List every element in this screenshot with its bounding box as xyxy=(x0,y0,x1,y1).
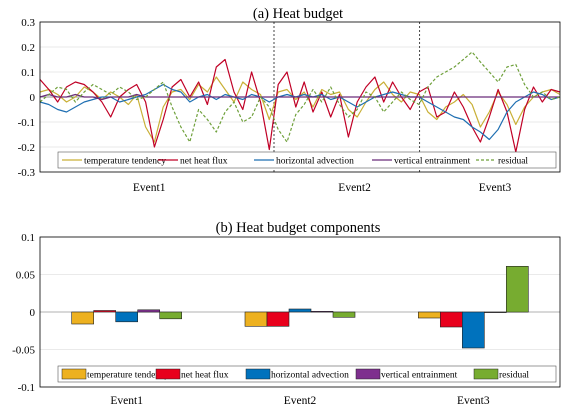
legend-label: residual xyxy=(499,371,529,381)
legend-swatch-vertical-entrainment xyxy=(355,368,381,380)
legend-label: net heat flux xyxy=(180,156,228,167)
bar-vertical-entrainment-event2 xyxy=(310,310,334,313)
category-label: Event1 xyxy=(110,395,143,407)
plot-frame xyxy=(39,21,561,173)
y-tick-label: -0.1 xyxy=(18,382,35,394)
event-labels: Event1 Event2 Event3 xyxy=(133,182,512,194)
legend-box xyxy=(57,151,557,169)
y-tick-label: 0.05 xyxy=(16,270,36,282)
chart-title: (a) Heat budget xyxy=(253,6,343,22)
bar-vertical-entrainment-event3 xyxy=(483,311,507,313)
bar-residual-event2 xyxy=(332,311,356,318)
series-line-horizontal-advection xyxy=(39,83,561,141)
event-label: Event3 xyxy=(479,182,512,194)
bar-horizontal-advection-event2 xyxy=(288,308,312,313)
y-tick-label: -0.1 xyxy=(18,117,35,129)
legend-swatch-horizontal-advection xyxy=(245,368,271,380)
legend-label: temperature tendency xyxy=(87,371,169,381)
y-tick-label: 0.3 xyxy=(21,17,35,29)
event-label: Event1 xyxy=(133,182,166,194)
y-tick-label: 0 xyxy=(30,92,36,104)
legend: temperature tendency net heat flux horizon… xyxy=(57,365,557,383)
category-labels: Event1 Event2 Event3 xyxy=(110,395,489,407)
bar-net-heat-flux-event2 xyxy=(266,311,290,327)
legend-box xyxy=(57,365,557,383)
y-tick-label: 0.2 xyxy=(21,42,35,54)
legend-swatch-residual xyxy=(473,368,499,380)
y-tick-label: 0 xyxy=(30,307,36,319)
heat-budget-components-bar-chart: (b) Heat budget components 0.1 0.05 0 -0.05… xyxy=(12,220,561,407)
plot-frame xyxy=(39,236,561,388)
bar-horizontal-advection-event1 xyxy=(115,311,138,323)
legend-label: horizontal advection xyxy=(276,157,354,167)
legend-swatch-net-heat-flux xyxy=(155,368,181,380)
legend: temperature tendency net heat flux horizon… xyxy=(57,151,557,169)
legend-label: temperature tendency xyxy=(84,157,166,167)
event-dividers xyxy=(273,22,421,172)
event-label: Event2 xyxy=(338,182,371,194)
series-line-residual xyxy=(39,51,561,143)
heat-budget-line-chart: (a) Heat budget 0.3 0.2 0.1 0 -0.1 -0.2 -0.3 t… xyxy=(18,6,561,194)
legend-swatch-temperature-tendency xyxy=(61,368,87,380)
bar-temperature-tendency-event1 xyxy=(71,311,94,325)
series-line-net-heat-flux xyxy=(39,58,561,153)
y-tick-label: 0.1 xyxy=(21,67,35,79)
series-lines xyxy=(39,51,561,153)
bar-residual-event1 xyxy=(159,311,182,320)
bar-temperature-tendency-event2 xyxy=(244,311,268,327)
series-line-temperature-tendency xyxy=(39,76,561,143)
bar-net-heat-flux-event3 xyxy=(439,311,463,328)
y-tick-labels: 0.3 0.2 0.1 0 -0.1 -0.2 -0.3 xyxy=(18,17,36,179)
y-tick-label: -0.2 xyxy=(18,142,35,154)
y-tick-label: -0.05 xyxy=(12,345,35,357)
bar-net-heat-flux-event1 xyxy=(93,310,116,313)
category-label: Event3 xyxy=(457,395,490,407)
bar-horizontal-advection-event3 xyxy=(461,311,485,349)
y-tick-labels: 0.1 0.05 0 -0.05 -0.1 xyxy=(12,232,35,394)
legend-label: net heat flux xyxy=(181,370,229,381)
y-tick-label: 0.1 xyxy=(21,232,35,244)
chart-title: (b) Heat budget components xyxy=(216,220,381,236)
legend-label: vertical entrainment xyxy=(394,157,471,167)
bar-vertical-entrainment-event1 xyxy=(137,309,160,313)
category-label: Event2 xyxy=(284,395,317,407)
y-tick-label: -0.3 xyxy=(18,167,36,179)
legend-label: horizontal advection xyxy=(271,371,349,381)
bars xyxy=(71,265,529,349)
legend-label: residual xyxy=(498,157,528,167)
bar-temperature-tendency-event3 xyxy=(417,311,441,319)
legend-label: vertical entrainment xyxy=(381,371,458,381)
series-line-vertical-entrainment xyxy=(39,93,560,101)
bar-residual-event3 xyxy=(505,265,529,313)
